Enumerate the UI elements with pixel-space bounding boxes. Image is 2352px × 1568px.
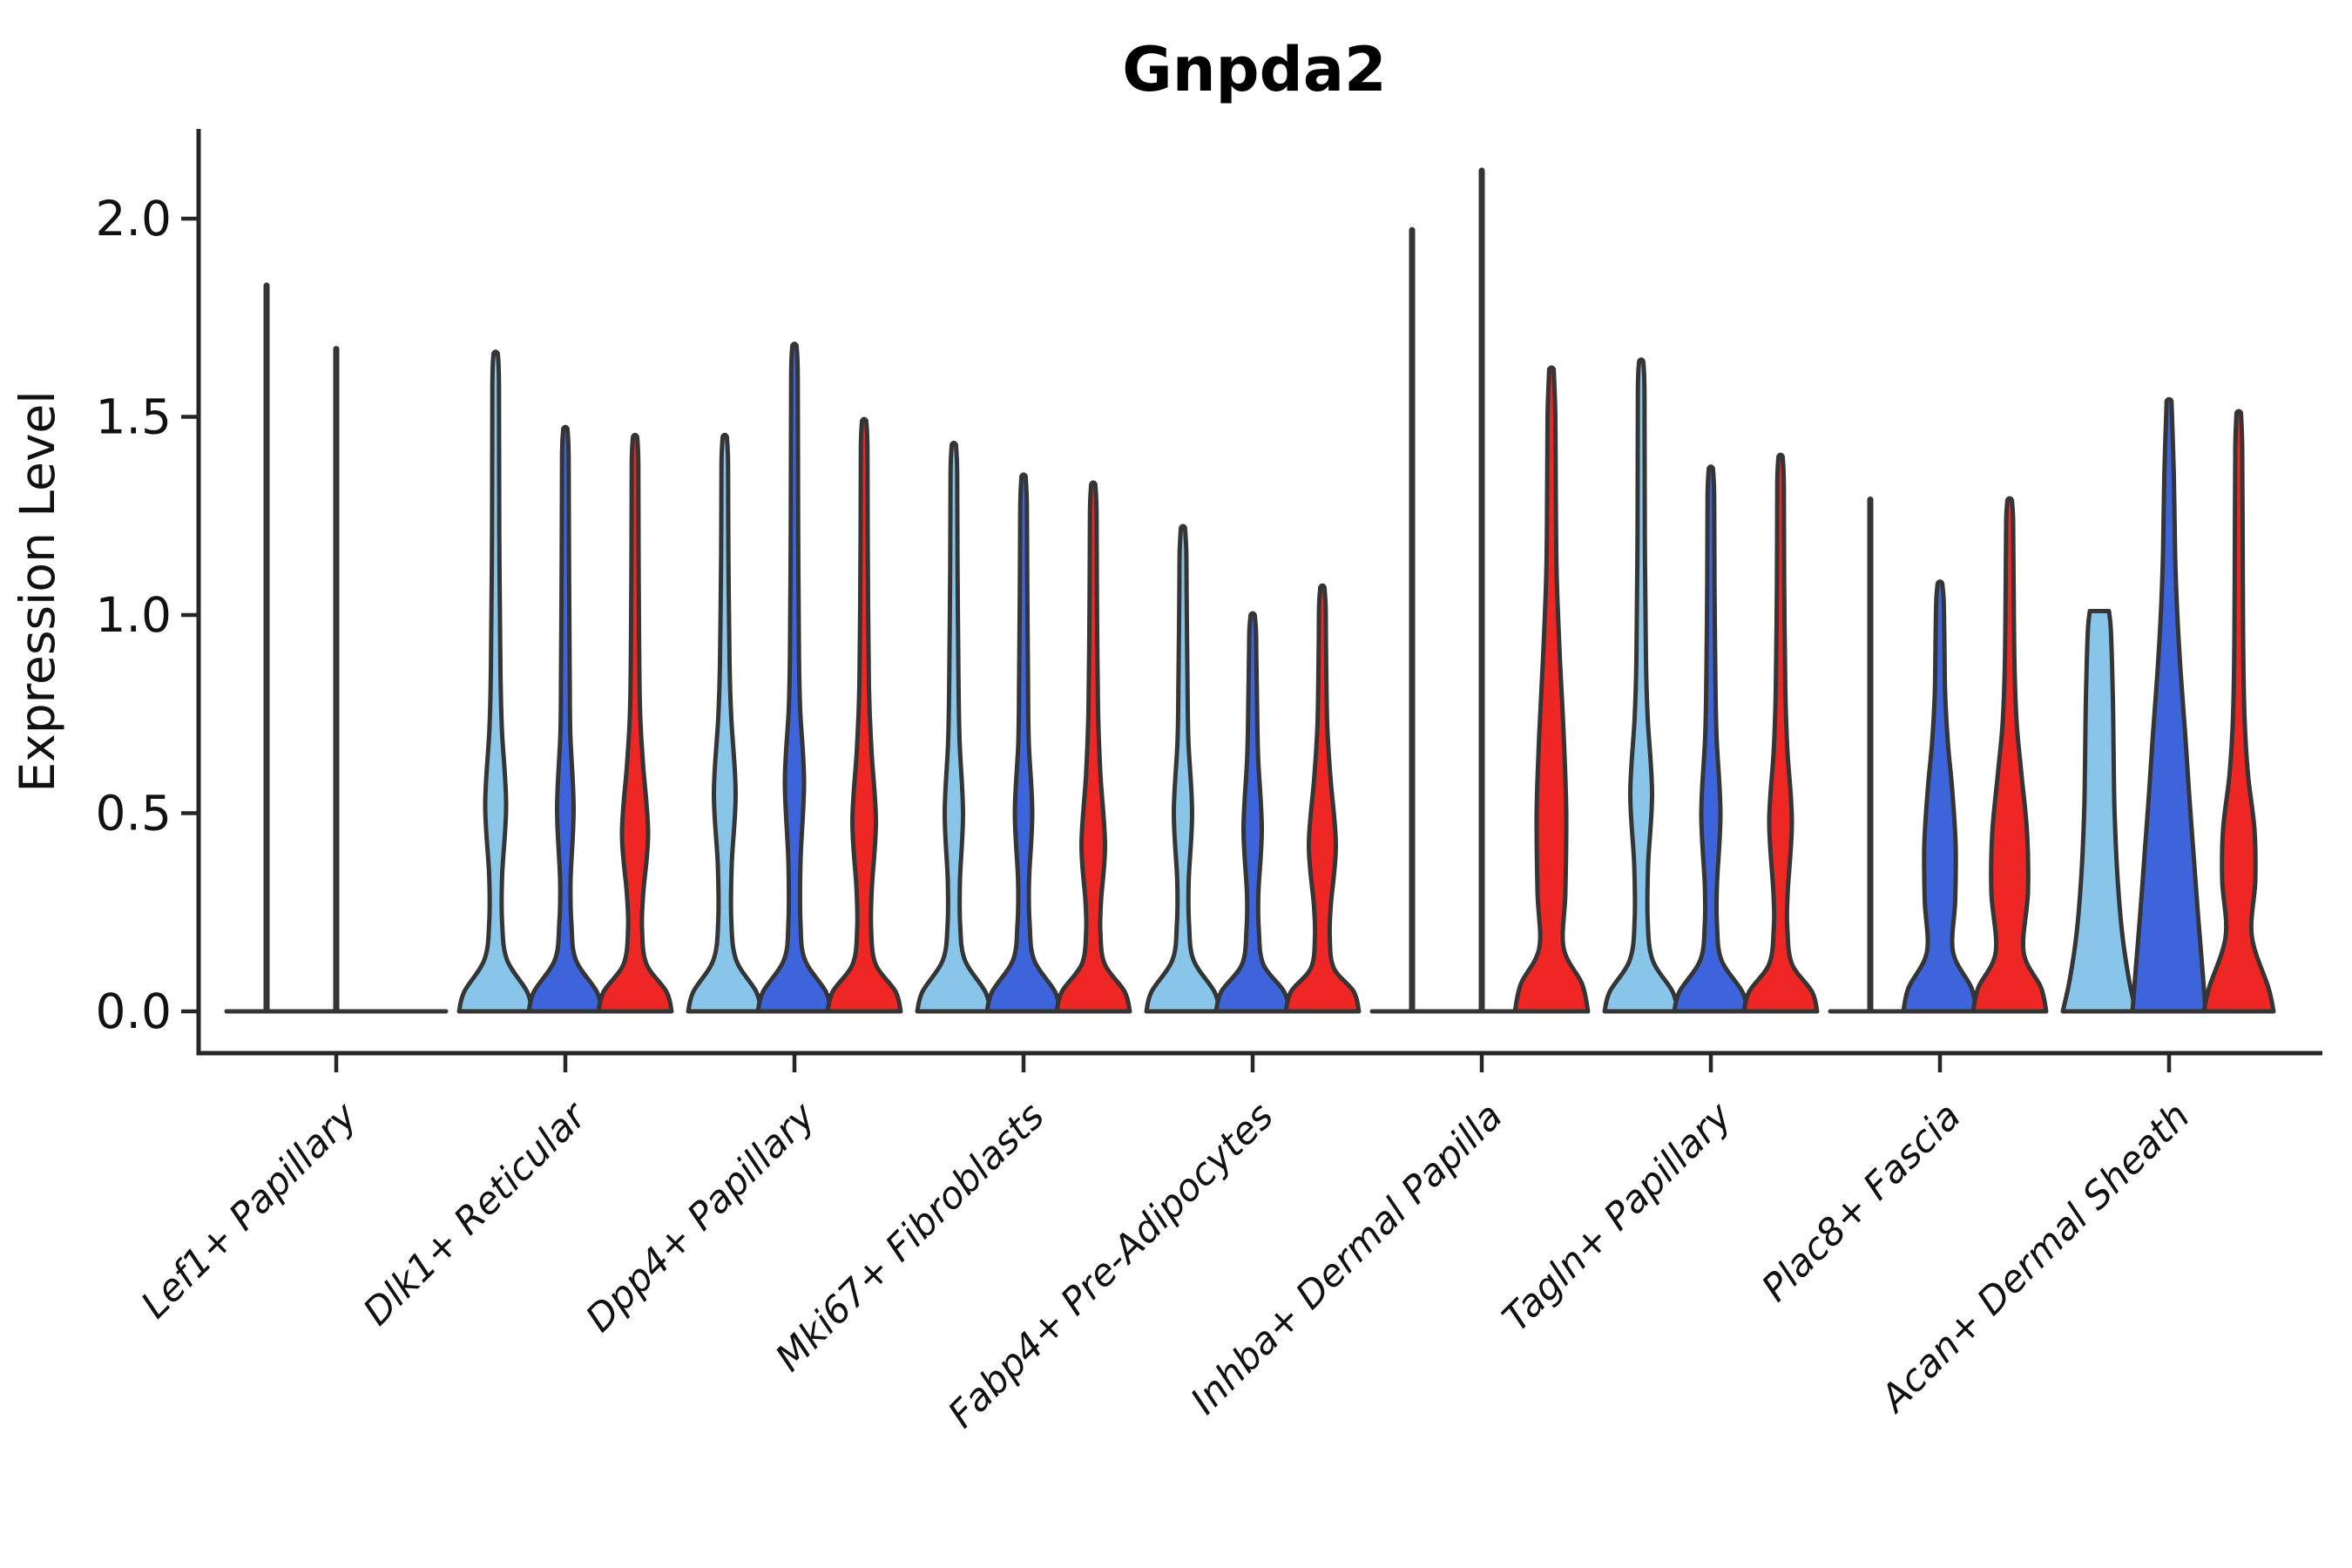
y-tick-label-0.0: 0.0 xyxy=(96,983,172,1039)
violin-plac8-fascia-series-3-red xyxy=(1970,496,2049,1014)
violin-mki67-fibroblasts-series-2-darkblue xyxy=(984,472,1063,1014)
violins-group xyxy=(224,167,2276,1014)
violin-dlk1-reticular-series-2-darkblue xyxy=(526,424,605,1014)
y-tick-label-2.0: 2.0 xyxy=(96,191,172,247)
violin-acan-dermal-sheath-series-2-darkblue xyxy=(2130,396,2208,1014)
y-axis-label: Expression Level xyxy=(10,390,65,792)
y-tick-label-0.5: 0.5 xyxy=(96,786,172,841)
violin-dlk1-reticular-series-1-lightblue xyxy=(456,349,535,1014)
y-tick-labels-group: 0.0 0.5 1.0 1.5 2.0 xyxy=(96,191,172,1039)
violin-dpp4-papillary-series-3-red xyxy=(825,416,903,1014)
x-ticks-group xyxy=(334,1053,2172,1072)
violin-inhba-dermal-papilla-series-3-red xyxy=(1512,365,1591,1014)
y-tick-label-1.0: 1.0 xyxy=(96,587,172,643)
violin-dpp4-papillary-series-2-darkblue xyxy=(755,341,834,1014)
x-tick-label-lef1-papillary: Lef1+ Papillary xyxy=(133,1094,366,1327)
y-tick-label-1.5: 1.5 xyxy=(96,389,172,445)
violin-acan-dermal-sheath-series-3-red xyxy=(2201,409,2276,1014)
chart-title: Gnpda2 xyxy=(1122,34,1386,105)
violin-acan-dermal-sheath-series-1-lightblue xyxy=(2060,609,2139,1014)
violin-fabp4-pre-adipocytes-series-1-lightblue xyxy=(1144,524,1222,1014)
violin-mki67-fibroblasts-series-1-lightblue xyxy=(915,440,993,1014)
violin-fabp4-pre-adipocytes-series-3-red xyxy=(1283,583,1362,1014)
violin-plac8-fascia-series-2-darkblue xyxy=(1901,579,1979,1014)
violin-dlk1-reticular-series-3-red xyxy=(596,432,674,1014)
violin-tagln-papillary-series-3-red xyxy=(1741,452,1820,1014)
x-tick-label-tagln-papillary: Tagln+ Papillary xyxy=(1495,1094,1741,1341)
x-tick-label-plac8-fascia: Plac8+ Fascia xyxy=(1754,1094,1970,1310)
violin-dpp4-papillary-series-1-lightblue xyxy=(686,432,764,1014)
violin-mki67-fibroblasts-series-3-red xyxy=(1054,480,1132,1014)
violin-tagln-papillary-series-1-lightblue xyxy=(1602,357,1680,1014)
x-tick-label-dlk1-reticular: Dlk1+ Reticular xyxy=(355,1093,597,1335)
violin-tagln-papillary-series-2-darkblue xyxy=(1672,464,1750,1014)
x-tick-label-dpp4-papillary: Dpp4+ Papillary xyxy=(578,1094,824,1341)
y-ticks-group xyxy=(181,216,199,1014)
violin-fabp4-pre-adipocytes-series-2-darkblue xyxy=(1213,611,1292,1014)
